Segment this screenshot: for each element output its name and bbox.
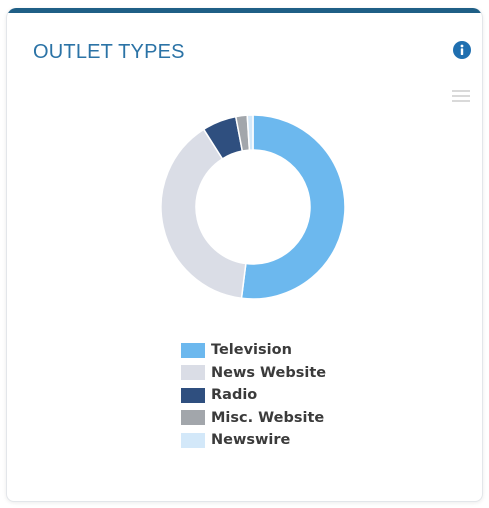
info-icon[interactable] — [453, 41, 471, 59]
legend-label: Radio — [211, 387, 258, 404]
legend-item[interactable]: Misc. Website — [181, 407, 326, 430]
legend-swatch — [181, 342, 205, 358]
card-top-accent-bar — [7, 8, 482, 13]
legend-item[interactable]: Television — [181, 339, 326, 362]
legend-label: Television — [211, 342, 292, 359]
donut-slice-television[interactable] — [240, 114, 346, 300]
hamburger-menu-icon[interactable] — [452, 89, 470, 103]
donut-chart — [160, 114, 346, 300]
legend-label: Newswire — [211, 432, 291, 449]
donut-slice-news-website[interactable] — [160, 128, 247, 300]
legend-label: Misc. Website — [211, 409, 325, 426]
donut-slice-newswire[interactable] — [246, 114, 254, 151]
legend-item[interactable]: Radio — [181, 384, 326, 407]
legend-label: News Website — [211, 364, 327, 381]
legend-item[interactable]: Newswire — [181, 429, 326, 452]
chart-legend: Television News Website Radio Misc. Website… — [181, 339, 326, 452]
outlet-types-card: OUTLET TYPES Television News Website Radio… — [6, 8, 483, 502]
legend-swatch — [181, 432, 205, 448]
legend-item[interactable]: News Website — [181, 362, 326, 385]
legend-swatch — [181, 365, 205, 381]
legend-swatch — [181, 410, 205, 426]
legend-swatch — [181, 387, 205, 403]
widget-title: OUTLET TYPES — [33, 41, 185, 63]
